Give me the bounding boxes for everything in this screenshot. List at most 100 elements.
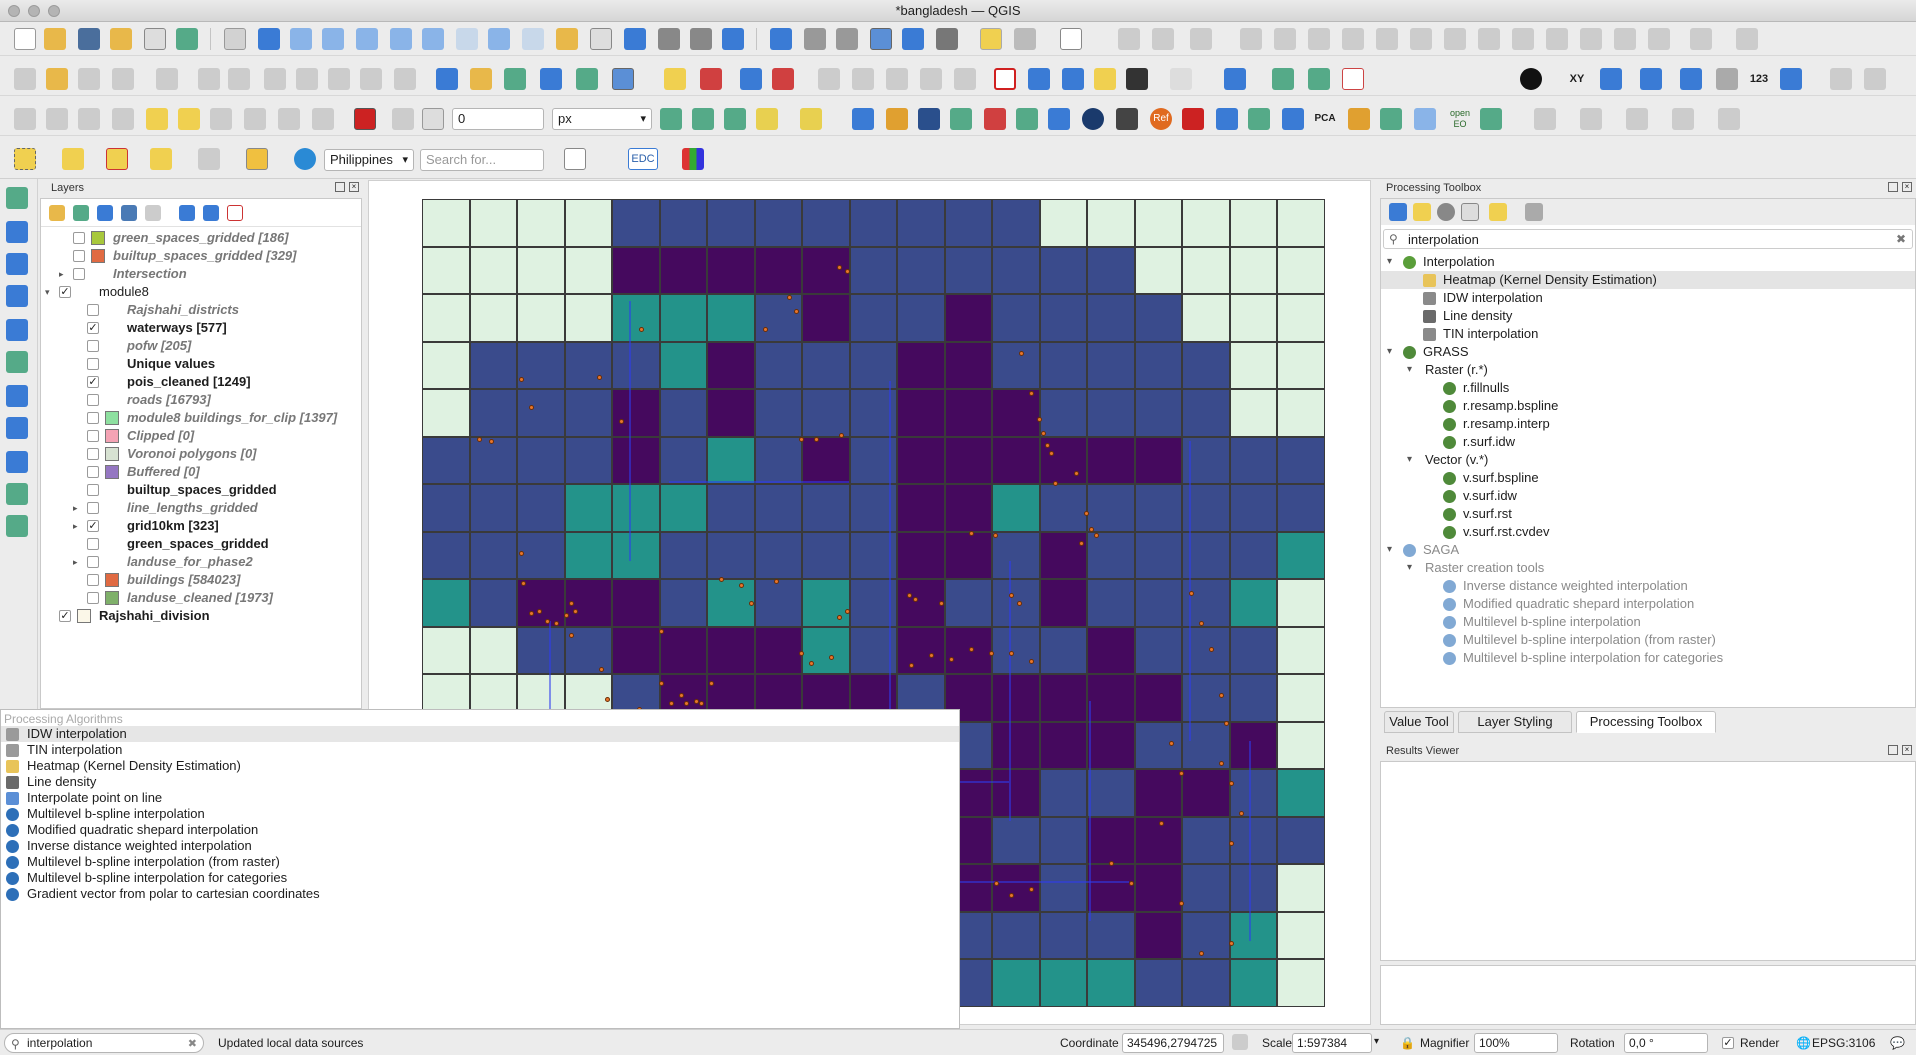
shape-icon[interactable] (994, 68, 1016, 90)
zoom-window-button[interactable] (48, 5, 60, 17)
layers-close-button[interactable]: × (349, 182, 359, 192)
statistics-icon[interactable] (836, 28, 858, 50)
snap-icon-3[interactable] (78, 108, 100, 130)
layer-row[interactable]: landuse_cleaned [1973] (41, 589, 361, 607)
snap-units-select[interactable]: px (552, 108, 652, 130)
plugin-gray-4-icon[interactable] (1672, 108, 1694, 130)
snap-icon-5[interactable] (146, 108, 168, 130)
layer-visibility-checkbox[interactable] (87, 358, 99, 370)
change-label-icon[interactable] (886, 68, 908, 90)
redo-icon[interactable] (1690, 28, 1712, 50)
layer-visibility-checkbox[interactable] (73, 232, 85, 244)
layout-manager-icon[interactable] (144, 28, 166, 50)
toolbox-tree-item[interactable]: v.surf.bspline (1381, 469, 1915, 487)
toolbox-tree-item[interactable]: Multilevel b-spline interpolation (from … (1381, 631, 1915, 649)
edit-in-place-icon[interactable] (1489, 203, 1507, 221)
plugin-layer-icon[interactable] (1248, 108, 1270, 130)
python-icon[interactable] (852, 108, 874, 130)
label-properties-icon[interactable] (954, 68, 976, 90)
plugin-raster-icon[interactable] (950, 108, 972, 130)
add-raster-layer-icon[interactable] (6, 221, 28, 243)
pin-labels-icon[interactable] (740, 68, 762, 90)
rotate-label-icon[interactable] (852, 68, 874, 90)
zoom-to-layer-icon[interactable] (422, 28, 444, 50)
snap-icon-8[interactable] (244, 108, 266, 130)
crosshair-icon[interactable] (1342, 68, 1364, 90)
crs-globe-icon[interactable]: 🌐 (1796, 1036, 1811, 1050)
open-project-icon[interactable] (44, 28, 66, 50)
toolbox-tree-item[interactable]: v.surf.rst.cvdev (1381, 523, 1915, 541)
snap-icon-1[interactable] (14, 108, 36, 130)
attribute-table-icon[interactable] (804, 28, 826, 50)
remove-layer-icon[interactable] (227, 205, 243, 221)
pan-to-selection-icon[interactable] (258, 28, 280, 50)
new-temp-layer-icon[interactable] (540, 68, 562, 90)
refresh-plugin-icon[interactable] (1308, 68, 1330, 90)
locator-field[interactable]: ⚲ interpolation ✖ (4, 1033, 204, 1053)
layer-row[interactable]: roads [16793] (41, 391, 361, 409)
label-toolbar-icon[interactable] (664, 68, 686, 90)
sum-icon[interactable] (902, 28, 924, 50)
layer-row[interactable]: ▾ ✓ module8 (41, 283, 361, 301)
plugin-gray-5-icon[interactable] (1718, 108, 1740, 130)
layer-row[interactable]: ▸ Intersection (41, 265, 361, 283)
save-edits-icon[interactable] (78, 68, 100, 90)
tree-collapse-icon[interactable]: ▾ (1407, 454, 1413, 465)
layer-visibility-checkbox[interactable] (87, 340, 99, 352)
algorithm-item[interactable]: TIN interpolation (1, 742, 959, 758)
algorithm-item[interactable]: Interpolate point on line (1, 790, 959, 806)
digitize-shape-icon[interactable] (436, 68, 458, 90)
layer-visibility-checkbox[interactable] (87, 484, 99, 496)
rotation-field[interactable]: 0,0 ° (1624, 1033, 1708, 1053)
crs-label[interactable]: EPSG:3106 (1812, 1036, 1876, 1050)
zoom-in-icon[interactable] (290, 28, 312, 50)
new-3d-map-icon[interactable] (590, 28, 612, 50)
toolbox-tree-item[interactable]: Heatmap (Kernel Density Estimation) (1381, 271, 1915, 289)
plugin-copy-icon[interactable] (1048, 108, 1070, 130)
layer-row[interactable]: Rajshahi_districts (41, 301, 361, 319)
toolbox-tree-item[interactable]: IDW interpolation (1381, 289, 1915, 307)
layer-row[interactable]: ✓ pois_cleaned [1249] (41, 373, 361, 391)
layer-row[interactable]: pofw [205] (41, 337, 361, 355)
toolbox-tree-item[interactable]: v.surf.idw (1381, 487, 1915, 505)
algorithm-item[interactable]: IDW interpolation (1, 726, 959, 742)
new-shapefile-icon[interactable] (470, 68, 492, 90)
algorithm-item[interactable]: Line density (1, 774, 959, 790)
move-label-icon[interactable] (818, 68, 840, 90)
save-project-icon[interactable] (78, 28, 100, 50)
layer-visibility-checkbox[interactable] (87, 556, 99, 568)
georeferencer-icon[interactable] (1272, 68, 1294, 90)
plugin-gray-3-icon[interactable] (1626, 108, 1648, 130)
layer-visibility-checkbox[interactable] (87, 304, 99, 316)
coordinate-field[interactable]: 345496,2794725 (1122, 1033, 1224, 1053)
new-project-icon[interactable] (14, 28, 36, 50)
zoom-out-icon[interactable] (322, 28, 344, 50)
snap-icon-9[interactable] (278, 108, 300, 130)
render-checkbox[interactable]: ✓ (1722, 1037, 1734, 1049)
locator-search-icon[interactable] (294, 148, 316, 170)
select-location-icon[interactable] (150, 148, 172, 170)
toolbox-search-field[interactable]: ⚲ interpolation ✖ (1383, 229, 1913, 249)
layer-visibility-checkbox[interactable] (87, 394, 99, 406)
merge-features-icon[interactable] (1240, 28, 1262, 50)
layer-row[interactable]: ▸ landuse_for_phase2 (41, 553, 361, 571)
toolbox-tree-item[interactable]: Modified quadratic shepard interpolation (1381, 595, 1915, 613)
new-print-layout-icon[interactable] (110, 28, 132, 50)
dock-tab[interactable]: Layer Styling (1458, 711, 1572, 733)
expand-arrow-icon[interactable]: ▸ (73, 503, 78, 513)
layer-row[interactable]: Voronoi polygons [0] (41, 445, 361, 463)
history-icon[interactable] (1736, 28, 1758, 50)
algorithm-item[interactable]: Heatmap (Kernel Density Estimation) (1, 758, 959, 774)
expand-arrow-icon[interactable]: ▸ (73, 521, 78, 531)
tree-collapse-icon[interactable]: ▾ (1387, 346, 1393, 357)
plugin-dots-icon[interactable] (1170, 68, 1192, 90)
plugin-binoculars-icon[interactable] (1126, 68, 1148, 90)
snap-icon-6[interactable] (178, 108, 200, 130)
snap-config-icon[interactable] (1864, 68, 1886, 90)
layer-row[interactable]: buildings [584023] (41, 571, 361, 589)
plugin-leaf-icon[interactable] (1094, 68, 1116, 90)
ruler-icon[interactable] (1716, 68, 1738, 90)
zoom-last-icon[interactable] (488, 28, 510, 50)
plugin-db-icon[interactable] (918, 108, 940, 130)
show-hide-labels-icon[interactable] (920, 68, 942, 90)
